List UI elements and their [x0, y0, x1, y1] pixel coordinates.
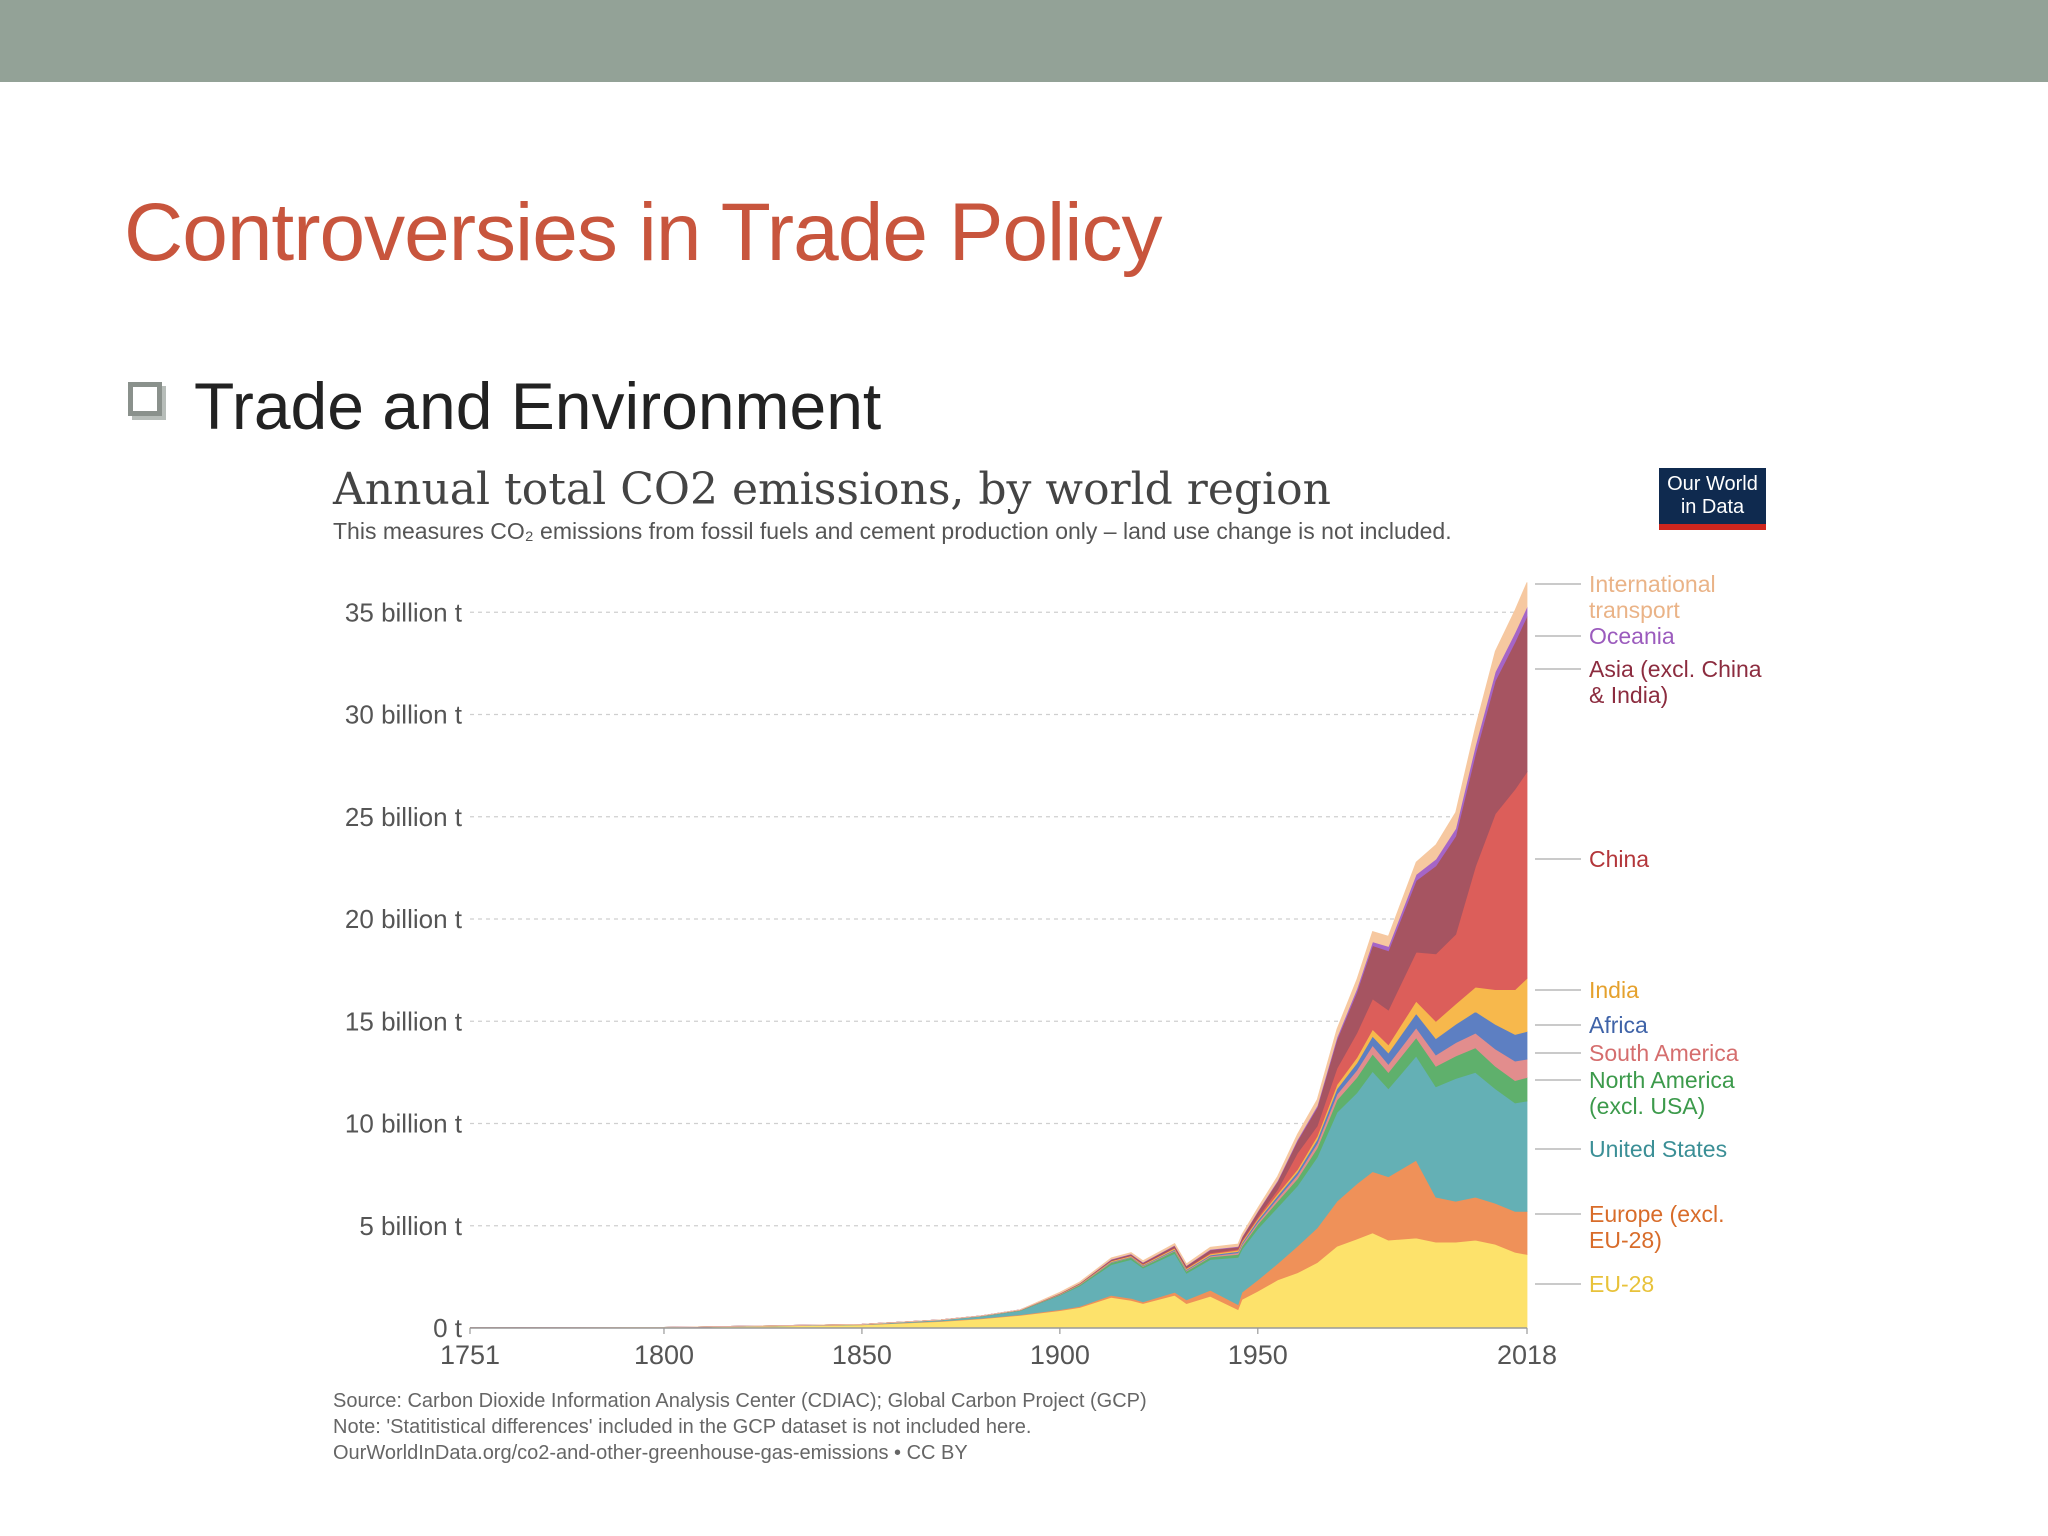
logo-line-1: Our World	[1667, 473, 1758, 495]
chart-subtitle: This measures CO₂ emissions from fossil …	[333, 518, 1452, 544]
legend-label-line: EU-28	[1589, 1271, 1654, 1297]
logo-accent-bar	[1659, 524, 1766, 530]
axes-layer: 0 t 5 billion t 10 billion t 15 billion t 20…	[345, 597, 1557, 1370]
y-tick-label: 25 billion t	[345, 802, 463, 832]
legend-label: North America (excl. USA)	[1589, 1067, 1735, 1119]
legend-label: India	[1589, 977, 1639, 1003]
slide-title: Controversies in Trade Policy	[124, 187, 1162, 278]
legend-label: Africa	[1589, 1012, 1648, 1038]
legend-label: EU-28	[1589, 1271, 1654, 1297]
y-tick-label: 0 t	[433, 1313, 463, 1343]
legend-label: Europe (excl. EU-28)	[1589, 1201, 1725, 1253]
legend-label: United States	[1589, 1136, 1727, 1162]
x-tick-label: 2018	[1497, 1340, 1557, 1370]
y-tick-label: 35 billion t	[345, 597, 463, 627]
legend-label-line: United States	[1589, 1136, 1727, 1162]
x-tick-label: 1900	[1030, 1340, 1090, 1370]
y-tick-label: 20 billion t	[345, 904, 463, 934]
url-line[interactable]: OurWorldInData.org/co2-and-other-greenho…	[333, 1442, 968, 1464]
area-international-transport[interactable]	[469, 582, 1528, 1329]
x-tick-label: 1950	[1228, 1340, 1288, 1370]
y-tick-label: 15 billion t	[345, 1006, 463, 1036]
checkbox-bullet-icon	[128, 382, 162, 416]
legend-label-line: Oceania	[1589, 623, 1675, 649]
legend-label: China	[1589, 846, 1649, 872]
legend-label-line: India	[1589, 977, 1639, 1003]
chart-title: Annual total CO2 emissions, by world reg…	[333, 464, 1331, 515]
legend-label-line: Africa	[1589, 1012, 1648, 1038]
logo-line-2: in Data	[1680, 496, 1745, 518]
x-tick-label: 1800	[634, 1340, 694, 1370]
legend-label: Asia (excl. China & India)	[1589, 656, 1762, 708]
legend-label-line: Europe (excl.	[1589, 1201, 1725, 1227]
legend-label-line: transport	[1589, 597, 1680, 623]
slide-header-band	[0, 0, 2048, 82]
area-series-layer	[469, 582, 1528, 1329]
source-notes: Source: Carbon Dioxide Information Analy…	[333, 1388, 1147, 1466]
x-tick-label: 1850	[832, 1340, 892, 1370]
legend-label-line: & India)	[1589, 682, 1668, 708]
source-line: Source: Carbon Dioxide Information Analy…	[333, 1390, 1147, 1412]
legend-label-line: EU-28)	[1589, 1227, 1662, 1253]
y-tick-label: 5 billion t	[359, 1211, 462, 1241]
legend-label: Oceania	[1589, 623, 1675, 649]
note-line: Note: 'Statitistical differences' includ…	[333, 1416, 1032, 1438]
legend-label: South America	[1589, 1040, 1739, 1066]
y-tick-label: 10 billion t	[345, 1109, 463, 1139]
y-tick-label: 30 billion t	[345, 700, 463, 730]
legend-label-line: (excl. USA)	[1589, 1093, 1705, 1119]
our-world-in-data-logo[interactable]: Our World in Data	[1659, 468, 1766, 530]
legend-label-line: Asia (excl. China	[1589, 656, 1762, 682]
legend-label-line: North America	[1589, 1067, 1735, 1093]
legend-label: International transport	[1589, 571, 1716, 623]
legend-label-line: International	[1589, 571, 1716, 597]
legend-label-line: China	[1589, 846, 1649, 872]
x-tick-label: 1751	[440, 1340, 500, 1370]
legend-label-line: South America	[1589, 1040, 1739, 1066]
bullet-text: Trade and Environment	[194, 369, 882, 443]
